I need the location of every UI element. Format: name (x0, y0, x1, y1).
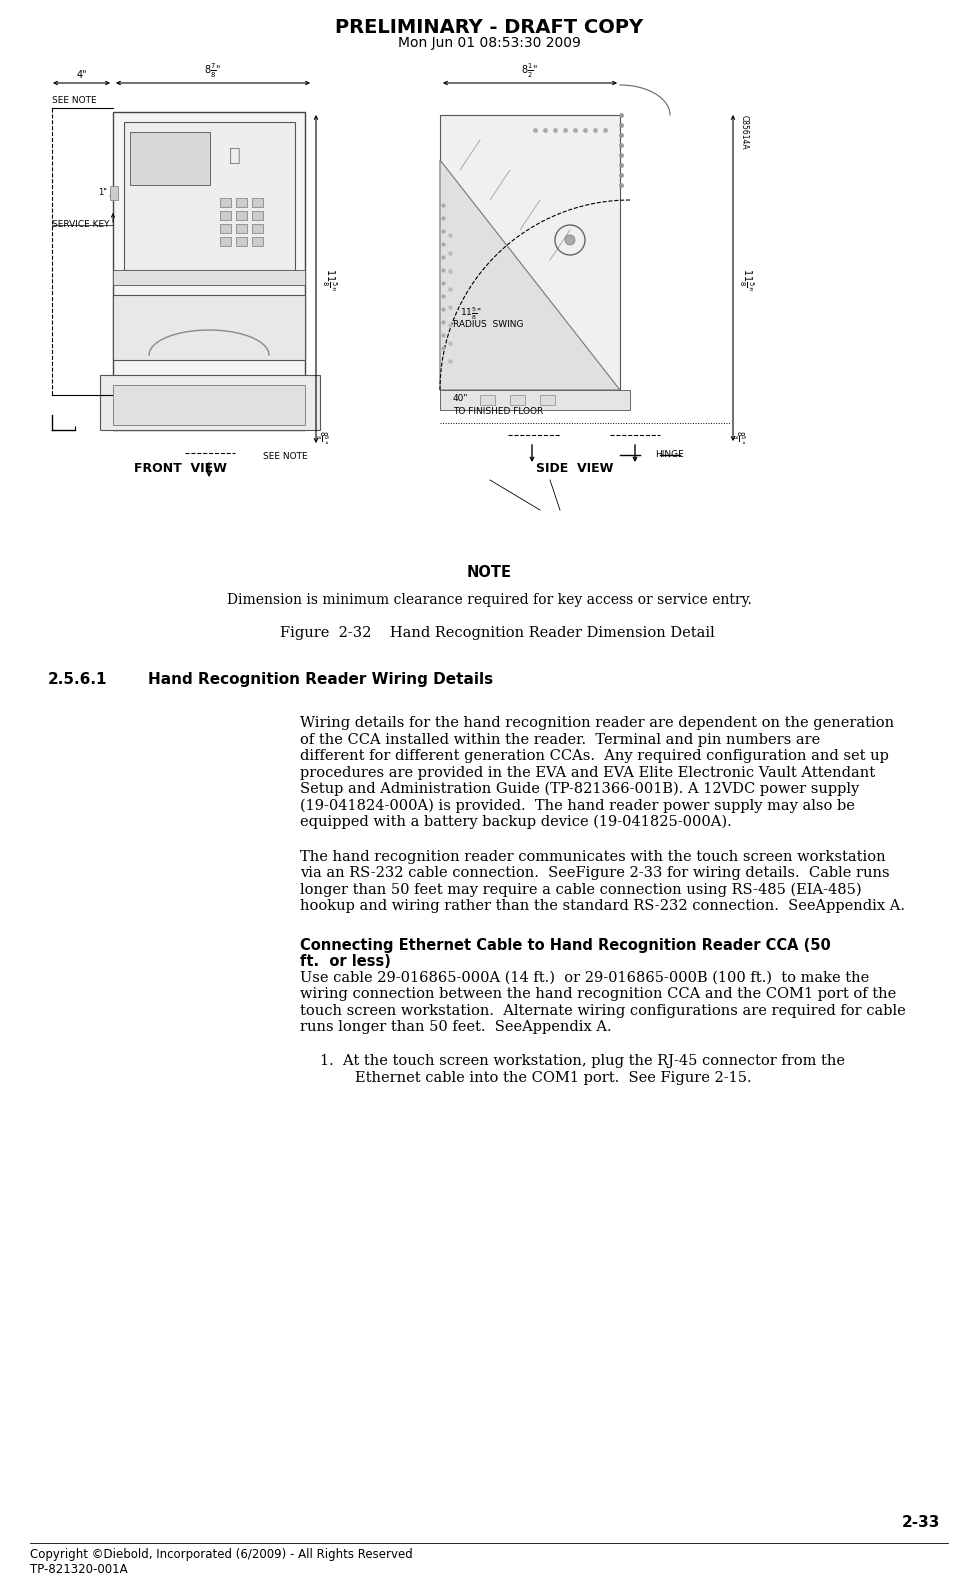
Text: The hand recognition reader communicates with the touch screen workstation: The hand recognition reader communicates… (300, 849, 885, 863)
Bar (235, 224, 247, 234)
Text: FRONT  VIEW: FRONT VIEW (134, 462, 227, 475)
Bar (480, 394, 494, 406)
Text: 2-33: 2-33 (901, 1515, 939, 1531)
Bar (252, 197, 263, 207)
Text: Connecting Ethernet Cable to Hand Recognition Reader CCA (50: Connecting Ethernet Cable to Hand Recogn… (300, 937, 829, 953)
Bar (220, 224, 231, 234)
Text: touch screen workstation.  Alternate wiring configurations are required for cabl: touch screen workstation. Alternate wiri… (300, 1004, 905, 1018)
Bar (235, 237, 247, 246)
Text: Ethernet cable into the COM1 port.  See Figure 2-15.: Ethernet cable into the COM1 port. See F… (355, 1071, 751, 1086)
Text: SEE NOTE: SEE NOTE (52, 96, 97, 106)
Bar (113, 112, 305, 429)
Text: hookup and wiring rather than the standard RS-232 connection.  SeeAppendix A.: hookup and wiring rather than the standa… (300, 899, 904, 914)
Polygon shape (440, 159, 619, 390)
Bar (235, 211, 247, 219)
Text: HINGE: HINGE (655, 450, 683, 459)
Text: Setup and Administration Guide (TP-821366-001B). A 12VDC power supply: Setup and Administration Guide (TP-82136… (300, 783, 859, 797)
Bar (235, 197, 247, 207)
Bar (539, 394, 554, 406)
Text: longer than 50 feet may require a cable connection using RS-485 (EIA-485): longer than 50 feet may require a cable … (300, 882, 861, 896)
Text: equipped with a battery backup device (19-041825-000A).: equipped with a battery backup device (1… (300, 814, 731, 830)
Text: 8$\frac{7}{8}$": 8$\frac{7}{8}$" (204, 62, 222, 80)
Text: (19-041824-000A) is provided.  The hand reader power supply may also be: (19-041824-000A) is provided. The hand r… (300, 798, 854, 813)
Text: Use cable 29-016865-000A (14 ft.)  or 29-016865-000B (100 ft.)  to make the: Use cable 29-016865-000A (14 ft.) or 29-… (300, 970, 869, 985)
Bar (440, 390, 629, 410)
Text: Copyright ©Diebold, Incorporated (6/2009) - All Rights Reserved: Copyright ©Diebold, Incorporated (6/2009… (30, 1548, 412, 1561)
Bar (100, 376, 319, 429)
Text: 4": 4" (76, 69, 87, 80)
Bar (252, 211, 263, 219)
Text: Figure  2-32    Hand Recognition Reader Dimension Detail: Figure 2-32 Hand Recognition Reader Dime… (279, 626, 714, 641)
Text: Wiring details for the hand recognition reader are dependent on the generation: Wiring details for the hand recognition … (300, 716, 893, 731)
Text: RADIUS  SWING: RADIUS SWING (452, 320, 523, 328)
Text: SIDE  VIEW: SIDE VIEW (535, 462, 613, 475)
Text: ✋: ✋ (229, 145, 240, 164)
Text: runs longer than 50 feet.  SeeAppendix A.: runs longer than 50 feet. SeeAppendix A. (300, 1019, 611, 1034)
Text: SEE NOTE: SEE NOTE (263, 451, 308, 461)
Polygon shape (440, 115, 619, 390)
Bar (130, 133, 210, 185)
Text: 8$\frac{5}{8}$": 8$\frac{5}{8}$" (313, 429, 329, 443)
Text: Mon Jun 01 08:53:30 2009: Mon Jun 01 08:53:30 2009 (398, 36, 579, 50)
Bar (220, 197, 231, 207)
Text: different for different generation CCAs.  Any required configuration and set up: different for different generation CCAs.… (300, 750, 888, 764)
Text: SERVICE KEY: SERVICE KEY (52, 219, 109, 229)
Bar (109, 186, 118, 200)
Text: via an RS-232 cable connection.  SeeFigure 2-33 for wiring details.  Cable runs: via an RS-232 cable connection. SeeFigur… (300, 866, 889, 881)
Text: of the CCA installed within the reader.  Terminal and pin numbers are: of the CCA installed within the reader. … (300, 732, 820, 746)
Bar (252, 224, 263, 234)
Text: 2.5.6.1: 2.5.6.1 (48, 672, 107, 686)
Text: 40": 40" (452, 394, 468, 402)
Text: PRELIMINARY - DRAFT COPY: PRELIMINARY - DRAFT COPY (334, 17, 643, 36)
Text: procedures are provided in the EVA and EVA Elite Electronic Vault Attendant: procedures are provided in the EVA and E… (300, 765, 874, 780)
Text: C85614A: C85614A (740, 115, 748, 150)
Text: 8$\frac{5}{8}$": 8$\frac{5}{8}$" (729, 429, 745, 443)
Text: 11$\frac{5}{8}$": 11$\frac{5}{8}$" (319, 268, 338, 292)
Text: TO FINISHED FLOOR: TO FINISHED FLOOR (452, 407, 542, 417)
Bar (113, 270, 305, 286)
Text: 11$\frac{5}{8}$": 11$\frac{5}{8}$" (459, 305, 482, 322)
Bar (113, 295, 305, 360)
Text: 11$\frac{5}{8}$": 11$\frac{5}{8}$" (737, 268, 754, 292)
Text: 1": 1" (99, 188, 107, 197)
Bar (124, 122, 295, 270)
Text: Dimension is minimum clearance required for key access or service entry.: Dimension is minimum clearance required … (227, 593, 750, 608)
Text: TP-821320-001A: TP-821320-001A (30, 1562, 127, 1576)
Text: NOTE: NOTE (466, 565, 511, 581)
Text: 1.  At the touch screen workstation, plug the RJ-45 connector from the: 1. At the touch screen workstation, plug… (319, 1054, 844, 1068)
Text: ft.  or less): ft. or less) (300, 955, 391, 969)
Bar (220, 237, 231, 246)
Text: wiring connection between the hand recognition CCA and the COM1 port of the: wiring connection between the hand recog… (300, 986, 895, 1000)
Circle shape (565, 235, 574, 245)
Bar (252, 237, 263, 246)
Bar (113, 385, 305, 424)
Bar (509, 394, 525, 406)
Bar (220, 211, 231, 219)
Text: Hand Recognition Reader Wiring Details: Hand Recognition Reader Wiring Details (148, 672, 492, 686)
Text: 8$\frac{1}{2}$": 8$\frac{1}{2}$" (521, 62, 538, 80)
